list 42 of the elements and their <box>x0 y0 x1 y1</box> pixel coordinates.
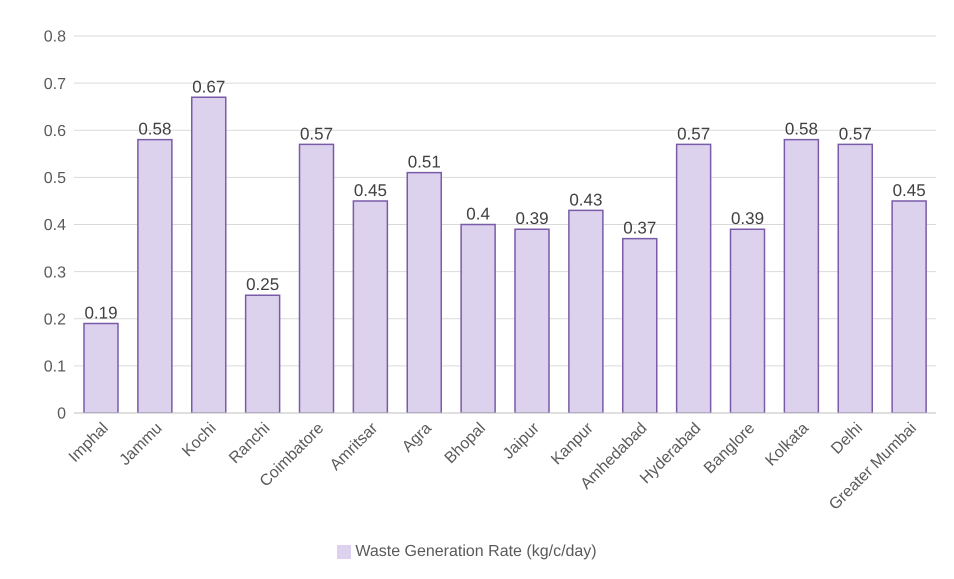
y-tick-label: 0.4 <box>44 217 66 234</box>
data-label: 0.37 <box>623 218 656 238</box>
y-tick-label: 0.7 <box>44 76 66 93</box>
data-label: 0.4 <box>466 204 490 224</box>
bar <box>514 228 550 413</box>
data-label: 0.39 <box>730 209 764 228</box>
data-label: 0.57 <box>838 124 872 144</box>
data-label: 0.57 <box>677 124 710 144</box>
y-tick-label: 0.6 <box>44 122 66 140</box>
bar <box>838 144 873 413</box>
bar <box>191 96 226 413</box>
data-label: 0.45 <box>354 180 387 200</box>
y-tick-label: 0.2 <box>44 311 66 328</box>
y-tick-label: 0.8 <box>44 28 66 46</box>
data-label: 0.45 <box>892 180 926 200</box>
data-label: 0.43 <box>569 190 602 210</box>
data-label: 0.57 <box>300 124 334 144</box>
bar <box>568 210 604 413</box>
data-label: 0.58 <box>784 120 818 139</box>
y-tick-label: 0 <box>57 406 66 423</box>
bar <box>891 200 927 413</box>
bar <box>244 294 280 413</box>
y-tick-label: 0.5 <box>44 170 66 188</box>
data-label: 0.67 <box>192 77 226 96</box>
y-tick-label: 0.3 <box>44 264 66 282</box>
legend-label: Waste Generation Rate (kg/c/day) <box>355 543 597 560</box>
bar <box>298 144 334 413</box>
data-label: 0.58 <box>138 120 172 139</box>
bar <box>622 238 658 413</box>
bar <box>406 172 442 413</box>
data-label: 0.51 <box>408 152 441 172</box>
data-label: 0.25 <box>246 275 280 294</box>
bar <box>352 200 388 413</box>
bar <box>460 224 496 413</box>
data-label: 0.19 <box>84 303 118 322</box>
bar <box>730 228 766 413</box>
y-tick-label: 0.1 <box>44 358 66 376</box>
bar <box>676 144 712 413</box>
bar <box>137 138 173 413</box>
data-label: 0.39 <box>515 209 549 228</box>
bar <box>83 322 119 413</box>
bar <box>784 138 820 413</box>
